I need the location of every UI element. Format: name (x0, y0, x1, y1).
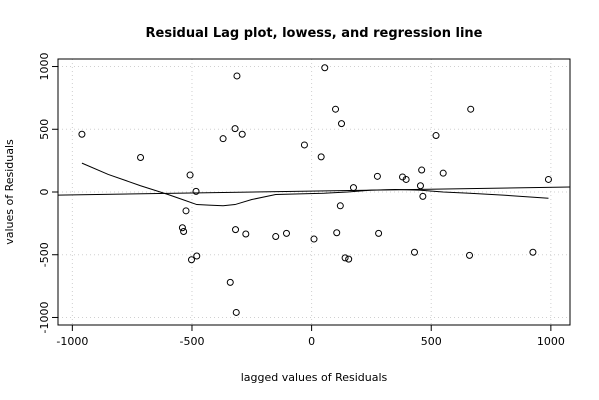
data-point-12 (232, 226, 240, 234)
lowess-line (81, 162, 549, 207)
data-point-35 (416, 182, 424, 190)
data-point-5 (186, 171, 194, 179)
y-axis: -1000 -500 0 500 1000 (38, 53, 58, 333)
y-tick-label-2: 0 (38, 189, 51, 196)
regression-line (57, 186, 571, 196)
data-point-40 (466, 251, 474, 259)
data-point-27 (341, 254, 349, 262)
data-point-41 (467, 105, 475, 113)
data-point-8 (193, 252, 201, 260)
data-point-43 (544, 175, 552, 183)
data-point-30 (373, 172, 381, 180)
data-point-19 (300, 141, 308, 149)
data-point-15 (238, 130, 246, 138)
data-point-1 (137, 153, 145, 161)
data-point-23 (332, 105, 340, 113)
data-point-18 (282, 229, 290, 237)
data-point-36 (418, 166, 426, 174)
data-point-16 (242, 230, 250, 238)
data-point-17 (272, 233, 280, 241)
x-tick-label-4: 1000 (537, 335, 565, 348)
data-point-9 (219, 135, 227, 143)
data-point-24 (333, 229, 341, 237)
data-point-26 (338, 120, 346, 128)
data-point-25 (336, 202, 344, 210)
points-layer (78, 64, 552, 316)
data-point-20 (310, 235, 318, 243)
grid-layer (58, 59, 570, 325)
data-point-7 (192, 187, 200, 195)
data-point-34 (410, 248, 418, 256)
data-point-42 (529, 248, 537, 256)
data-point-6 (188, 256, 196, 264)
data-point-29 (349, 184, 357, 192)
data-point-0 (78, 130, 86, 138)
data-point-39 (439, 169, 447, 177)
chart-title: Residual Lag plot, lowess, and regressio… (146, 26, 483, 41)
data-point-28 (345, 255, 353, 263)
data-point-38 (432, 132, 440, 140)
y-tick-label-0: -1000 (38, 301, 51, 333)
data-point-10 (226, 278, 234, 286)
data-point-33 (402, 175, 410, 183)
data-point-4 (182, 207, 190, 215)
y-axis-label: values of Residuals (3, 139, 16, 245)
data-point-11 (231, 125, 239, 133)
x-axis-label: lagged values of Residuals (241, 371, 388, 384)
data-point-3 (180, 228, 188, 236)
data-point-2 (178, 224, 186, 232)
data-point-22 (321, 64, 329, 72)
data-point-13 (232, 308, 240, 316)
data-point-14 (233, 72, 241, 80)
fit-layer (57, 162, 571, 207)
data-point-37 (419, 192, 427, 200)
x-tick-label-2: 0 (308, 335, 315, 348)
data-point-31 (375, 229, 383, 237)
x-tick-label-3: 500 (421, 335, 442, 348)
y-tick-label-4: 1000 (38, 53, 51, 81)
y-tick-label-1: -500 (38, 242, 51, 267)
data-point-21 (317, 153, 325, 161)
x-tick-label-1: -500 (179, 335, 204, 348)
x-axis: -1000 -500 0 500 1000 (56, 325, 565, 348)
x-tick-label-0: -1000 (56, 335, 88, 348)
y-tick-label-3: 500 (38, 119, 51, 140)
